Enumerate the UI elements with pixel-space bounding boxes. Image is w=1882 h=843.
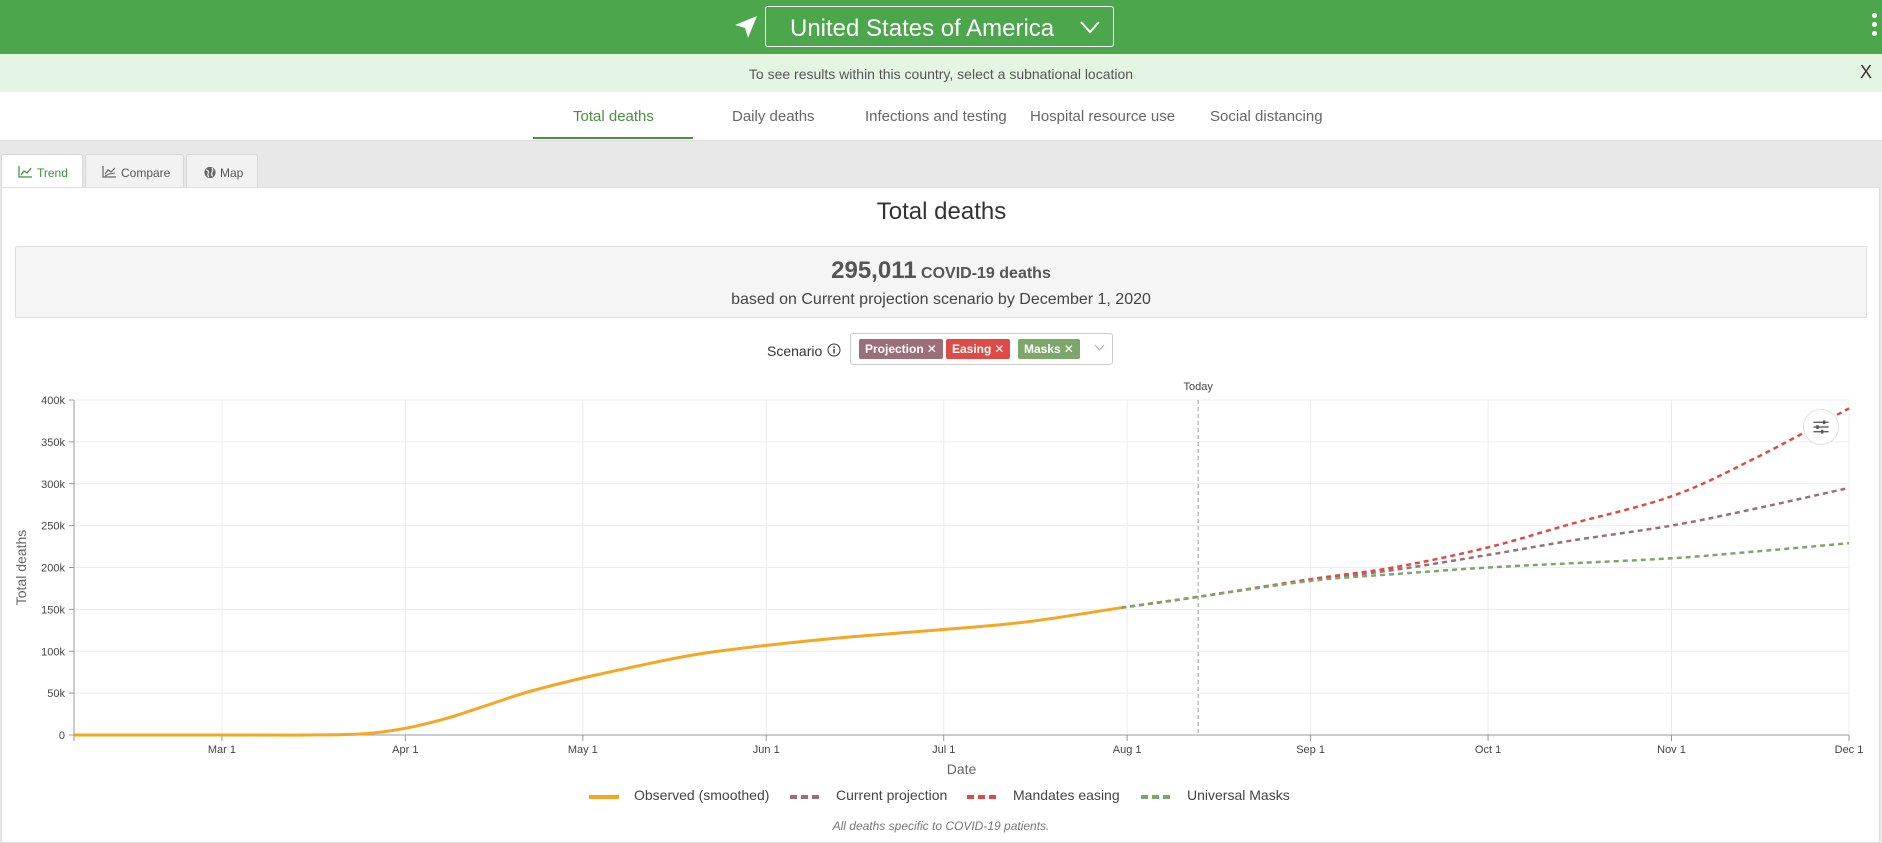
remove-icon[interactable]: ✕ bbox=[994, 342, 1005, 356]
active-tab-indicator bbox=[533, 137, 693, 139]
legend-observed[interactable]: Observed (smoothed) bbox=[634, 787, 770, 803]
metric-tabs: Total deaths Daily deaths Infections and… bbox=[0, 92, 1882, 141]
summary-box: 295,011 COVID-19 deaths based on Current… bbox=[15, 246, 1867, 318]
close-icon[interactable]: X bbox=[1859, 62, 1872, 82]
chart-settings-button[interactable] bbox=[1803, 409, 1839, 445]
legend-swatch-easing bbox=[967, 795, 997, 799]
view-tab-compare[interactable]: Compare bbox=[85, 154, 184, 188]
country-select[interactable]: United States of America bbox=[765, 6, 1114, 47]
scenario-select[interactable]: Projection ✕ Easing ✕ Masks ✕ bbox=[850, 333, 1113, 365]
view-tab-trend-label: Trend bbox=[37, 166, 68, 180]
chart-panel: Total deaths 295,011 COVID-19 deaths bas… bbox=[1, 187, 1880, 843]
globe-icon bbox=[204, 166, 216, 179]
scenario-chip-masks[interactable]: Masks ✕ bbox=[1018, 339, 1080, 359]
legend-mandates-easing[interactable]: Mandates easing bbox=[1013, 787, 1120, 803]
scenario-chip-masks-label: Masks bbox=[1024, 342, 1061, 356]
top-bar: United States of America bbox=[0, 0, 1882, 54]
scenario-chip-projection-label: Projection bbox=[865, 342, 924, 356]
remove-icon[interactable]: ✕ bbox=[926, 342, 937, 356]
legend-current-projection[interactable]: Current projection bbox=[836, 787, 948, 803]
chevron-down-icon[interactable] bbox=[1094, 344, 1105, 352]
location-arrow-icon[interactable] bbox=[733, 14, 759, 40]
line-chart-icon bbox=[18, 166, 32, 178]
tab-total-deaths[interactable]: Total deaths bbox=[573, 108, 654, 125]
view-tab-compare-label: Compare bbox=[121, 166, 171, 180]
tab-infections-testing[interactable]: Infections and testing bbox=[865, 108, 1007, 125]
remove-icon[interactable]: ✕ bbox=[1063, 342, 1074, 356]
country-select-label: United States of America bbox=[790, 15, 1055, 42]
view-tab-trend[interactable]: Trend bbox=[1, 154, 83, 189]
view-tab-map[interactable]: Map bbox=[186, 154, 258, 188]
legend-swatch-observed bbox=[589, 795, 619, 799]
scenario-chip-easing[interactable]: Easing ✕ bbox=[946, 339, 1011, 359]
summary-unit: COVID-19 deaths bbox=[921, 265, 1051, 282]
scenario-label: Scenario bbox=[767, 343, 823, 359]
notice-text: To see results within this country, sele… bbox=[748, 66, 1134, 82]
kebab-menu-icon[interactable] bbox=[1868, 13, 1880, 41]
info-icon[interactable] bbox=[827, 343, 841, 357]
tab-hospital-resource-use[interactable]: Hospital resource use bbox=[1030, 108, 1176, 125]
chevron-down-icon bbox=[1080, 21, 1100, 34]
scenario-chip-easing-label: Easing bbox=[952, 342, 992, 356]
chart-footnote: All deaths specific to COVID-19 patients… bbox=[832, 819, 1050, 833]
sliders-icon bbox=[1813, 420, 1829, 434]
compare-chart-icon bbox=[102, 166, 116, 178]
view-tab-map-label: Map bbox=[220, 166, 244, 180]
panel-title: Total deaths bbox=[876, 198, 1007, 225]
summary-headline: 295,011 COVID-19 deaths bbox=[16, 257, 1866, 285]
legend-universal-masks[interactable]: Universal Masks bbox=[1187, 787, 1290, 803]
tab-social-distancing[interactable]: Social distancing bbox=[1210, 108, 1323, 125]
summary-number: 295,011 bbox=[831, 257, 917, 284]
legend-swatch-masks bbox=[1141, 795, 1171, 799]
summary-subtext: based on Current projection scenario by … bbox=[731, 291, 1151, 308]
tab-daily-deaths[interactable]: Daily deaths bbox=[732, 108, 815, 125]
scenario-chip-projection[interactable]: Projection ✕ bbox=[859, 339, 943, 359]
legend-swatch-projection bbox=[790, 795, 820, 799]
subnational-notice: To see results within this country, sele… bbox=[0, 54, 1882, 92]
